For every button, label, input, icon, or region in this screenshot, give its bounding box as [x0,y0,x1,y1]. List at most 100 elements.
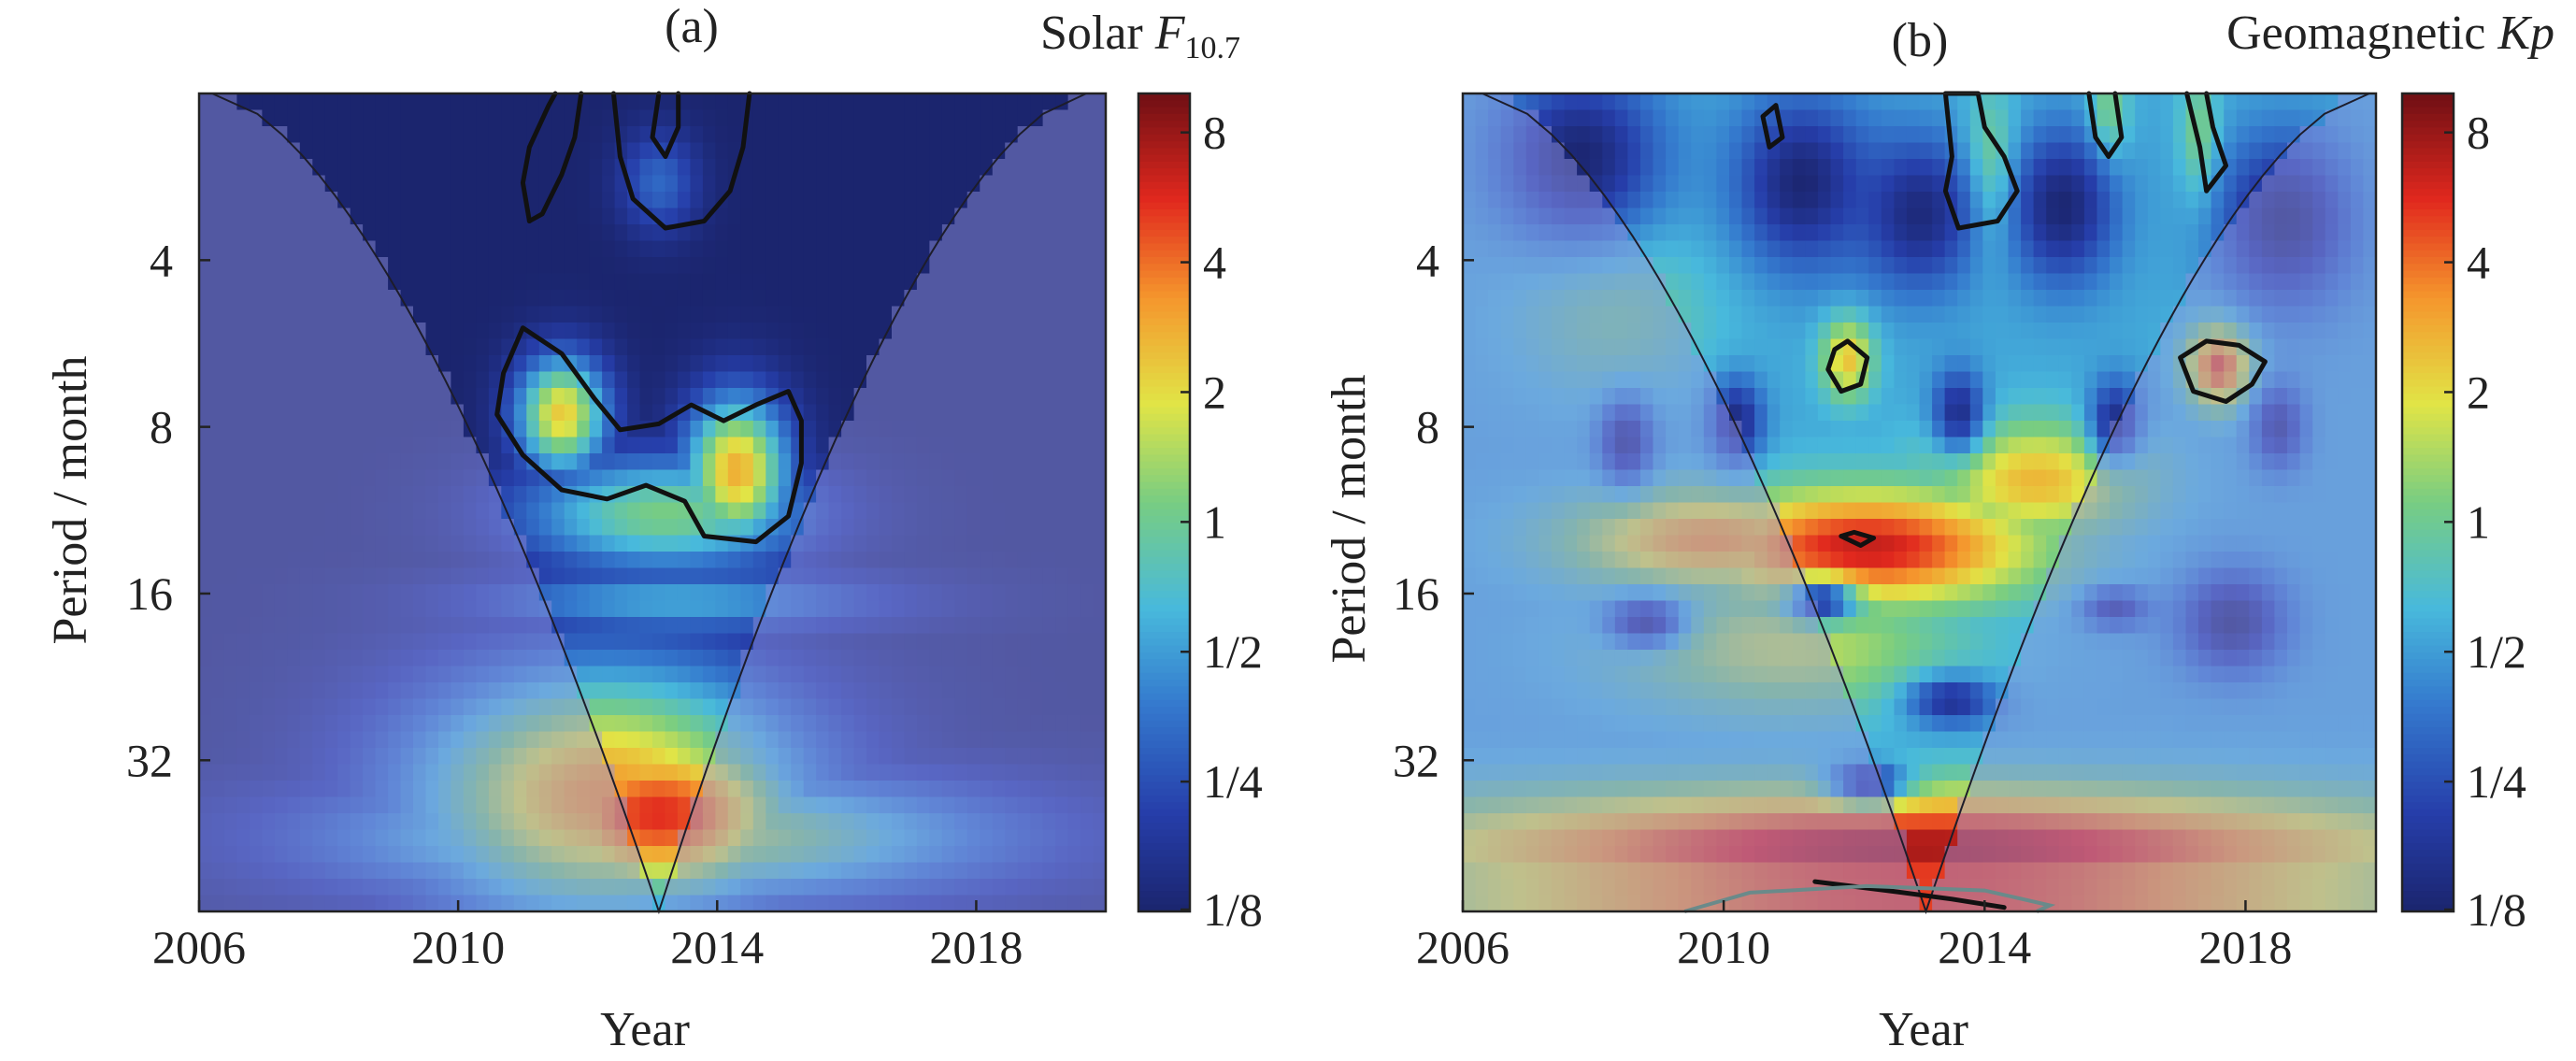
heatmap-cell [904,846,918,864]
heatmap-cell [1792,306,1807,323]
heatmap-cell [866,895,880,911]
heatmap-cell [2287,142,2301,160]
heatmap-cell [1919,355,1933,373]
heatmap-cell [1855,306,1870,323]
heatmap-cell [866,404,880,422]
heatmap-cell [1017,502,1031,520]
heatmap-cell [1640,338,1654,356]
heatmap-cell [778,306,792,323]
heatmap-cell [1703,290,1718,308]
heatmap-cell [929,273,943,291]
heatmap-cell [639,764,653,781]
heatmap-cell [1030,796,1044,814]
heatmap-cell [1080,535,1095,552]
heatmap-cell [904,617,918,635]
heatmap-cell [388,388,402,406]
heatmap-cell [1843,126,1857,144]
heatmap-cell [476,666,490,683]
heatmap-cell [400,224,414,242]
heatmap-cell [1475,273,1489,291]
heatmap-cell [1030,567,1044,585]
heatmap-cell [2224,306,2238,323]
heatmap-cell [853,617,867,635]
heatmap-cell [715,879,729,896]
heatmap-cell [324,469,338,487]
heatmap-cell [2299,109,2313,127]
heatmap-cell [577,666,591,683]
heatmap-cell [980,257,994,275]
heatmap-cell [236,829,250,847]
heatmap-cell [262,126,276,144]
heatmap-cell [1500,159,1515,177]
heatmap-cell [2135,175,2149,193]
heatmap-cell [1957,338,1971,356]
heatmap-cell [752,192,767,209]
heatmap-cell [425,224,439,242]
heatmap-cell [451,224,465,242]
heatmap-cell [2160,109,2174,127]
heatmap-cell [1093,731,1106,749]
significance-contour [610,91,752,231]
heatmap-cell [350,142,364,160]
heatmap-cell [400,584,414,602]
heatmap-cell [677,208,692,225]
heatmap-cell [665,175,679,193]
heatmap-cell [1614,93,1629,111]
heatmap-cell [2274,93,2288,111]
heatmap-cell [1932,192,1946,209]
heatmap-cell [538,650,553,667]
heatmap-cell [1906,93,1921,111]
x-tick-label: 2006 [152,921,246,973]
heatmap-cell [1741,159,1755,177]
x-tick-label: 2014 [670,921,764,973]
heatmap-cell [1005,698,1019,716]
heatmap-cell [551,666,565,683]
heatmap-cell [778,879,792,896]
heatmap-cell [564,781,578,798]
heatmap-cell [992,895,1007,911]
heatmap-cell [425,290,439,308]
heatmap-cell [1080,109,1095,127]
colorbar-segment [1138,93,1190,102]
heatmap-cell [438,306,452,323]
heatmap-cell [1919,306,1933,323]
heatmap-cell [791,306,805,323]
heatmap-cell [803,273,817,291]
heatmap-cell [1995,355,2010,373]
heatmap-cell [828,698,842,716]
heatmap-cell [727,584,742,602]
heatmap-cell [1995,93,2010,111]
heatmap-cell [262,617,276,635]
heatmap-cell [904,682,918,700]
heatmap-cell [2135,273,2149,291]
heatmap-cell [904,126,918,144]
heatmap-cell [2046,93,2060,111]
heatmap-cell [363,502,377,520]
heatmap-cell [337,666,351,683]
heatmap-cell [2274,126,2288,144]
heatmap-cell [413,519,427,537]
heatmap-cell [1055,829,1069,847]
heatmap-cell [211,682,225,700]
heatmap-cell [904,502,918,520]
y-tick-label: 8 [150,401,173,453]
heatmap-cell [526,404,540,422]
heatmap-cell [677,796,692,814]
heatmap-cell [766,535,780,552]
heatmap-cell [665,502,679,520]
heatmap-cell [803,698,817,716]
heatmap-cell [1666,109,1680,127]
heatmap-cell [1792,175,1807,193]
heatmap-cell [916,682,931,700]
heatmap-cell [929,159,943,177]
heatmap-cell [803,388,817,406]
heatmap-cell [1627,290,1641,308]
heatmap-cell [614,469,628,487]
heatmap-cell [1005,93,1019,111]
colorbar-segment [1138,189,1190,197]
heatmap-cell [1005,600,1019,618]
heatmap-cell [400,371,414,389]
heatmap-cell [2083,192,2098,209]
heatmap-cell [211,159,225,177]
heatmap-cell [375,895,389,911]
